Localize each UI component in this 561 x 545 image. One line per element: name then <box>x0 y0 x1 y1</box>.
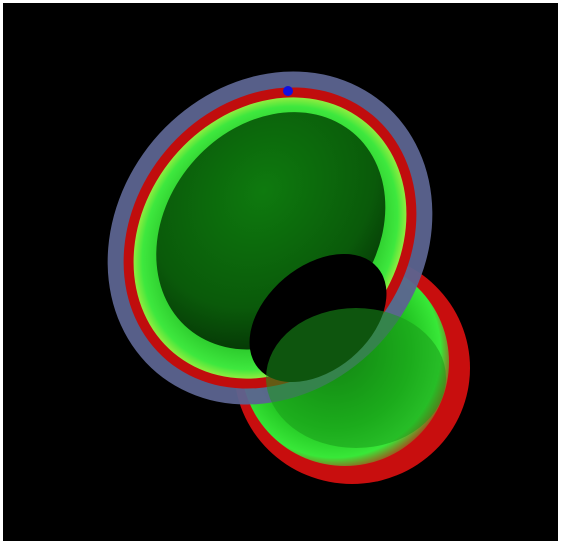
lower-wall-visible <box>266 308 446 448</box>
marker-dot <box>283 86 293 96</box>
